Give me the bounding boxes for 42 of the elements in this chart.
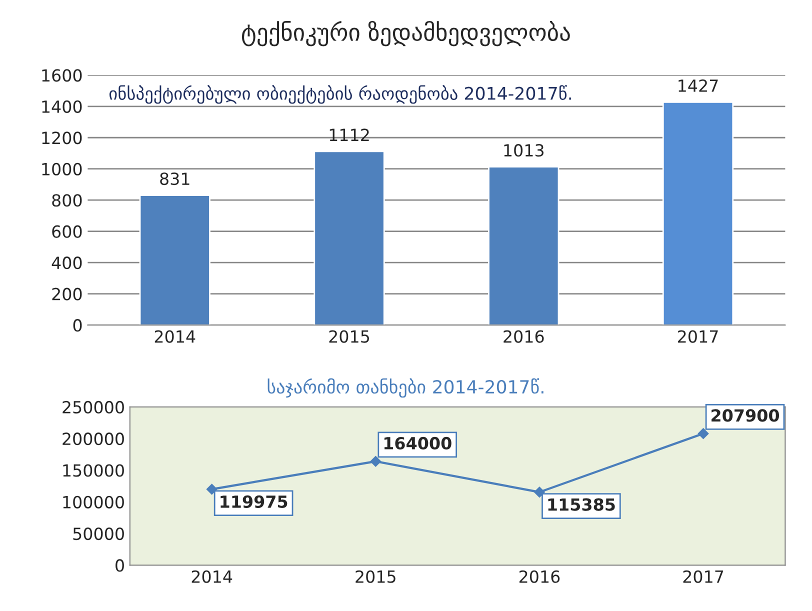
x-tick-label: 2016 — [504, 330, 544, 343]
bar — [662, 101, 734, 326]
data-label: 164000 — [384, 436, 452, 450]
y-tick-label: 400 — [52, 256, 82, 270]
text: ინსპექტირებული ობიექტების რაოდენობა 2014-2017წ. — [109, 85, 571, 104]
y-tick-label: 200 — [52, 288, 82, 300]
y-tick-label: 0 — [116, 559, 124, 572]
point — [370, 456, 382, 467]
y-tick-label: 100000 — [63, 496, 124, 508]
x-tick-label: 2017 — [683, 570, 724, 583]
y-tick-label: 1600 — [42, 69, 82, 82]
y-tick-label: 1200 — [42, 132, 82, 144]
bar — [314, 150, 385, 326]
y-tick-label: 1000 — [42, 162, 82, 176]
data-label: 1013 — [504, 144, 544, 157]
x-tick-label: 2015 — [329, 330, 370, 343]
x-tick-label: 2015 — [356, 570, 396, 583]
point — [534, 486, 545, 498]
bar — [488, 166, 560, 326]
chart-title: საჯარიმო თანხები 2014-2017წ. — [268, 378, 544, 398]
y-tick-label: 150000 — [63, 464, 124, 477]
y-tick-label: 50000 — [73, 527, 124, 540]
y-tick-label: 1400 — [42, 100, 82, 113]
data-label: 115385 — [548, 498, 615, 511]
x-tick-label: 2014 — [192, 570, 232, 583]
data-label: 1427 — [678, 79, 718, 92]
y-tick-label: 200000 — [62, 432, 124, 446]
y-tick-label: 600 — [52, 225, 82, 238]
x-tick-label: 2016 — [519, 570, 560, 583]
data-label: 831 — [160, 172, 190, 186]
y-tick-label: 0 — [73, 319, 82, 332]
y-tick-label: 250000 — [62, 400, 124, 414]
bar — [139, 194, 210, 326]
point — [206, 484, 218, 495]
data-label: 119975 — [220, 495, 288, 508]
y-tick-label: 800 — [52, 194, 82, 207]
x-tick-label: 2014 — [154, 330, 196, 343]
data-label: 207900 — [712, 409, 780, 422]
point — [698, 428, 709, 440]
data-label: 1112 — [330, 128, 369, 141]
chart-title: ტექნიკური ზედამხედველობა — [242, 20, 570, 46]
x-tick-label: 2017 — [678, 330, 718, 343]
